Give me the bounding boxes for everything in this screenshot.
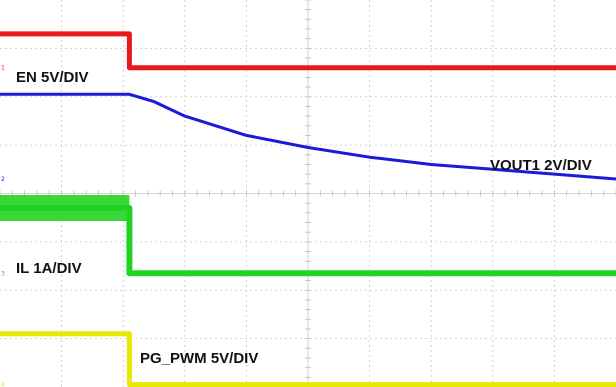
traces (0, 31, 616, 387)
channel-markers: 1 2 3 4 (1, 65, 5, 387)
channel-marker-vout1: 2 (1, 176, 5, 183)
label-pg-pwm: PG_PWM 5V/DIV (140, 350, 258, 367)
channel-marker-en: 1 (1, 65, 5, 72)
trace-vout1 (0, 92, 616, 181)
trace-en (0, 31, 616, 71)
label-en: EN 5V/DIV (16, 69, 89, 86)
label-vout1: VOUT1 2V/DIV (490, 157, 592, 174)
label-il: IL 1A/DIV (16, 260, 82, 277)
trace-il-ripple (0, 195, 130, 222)
trace-pg-pwm (0, 331, 616, 387)
channel-marker-il: 3 (1, 270, 5, 277)
channel-marker-pg-pwm: 4 (1, 382, 5, 387)
